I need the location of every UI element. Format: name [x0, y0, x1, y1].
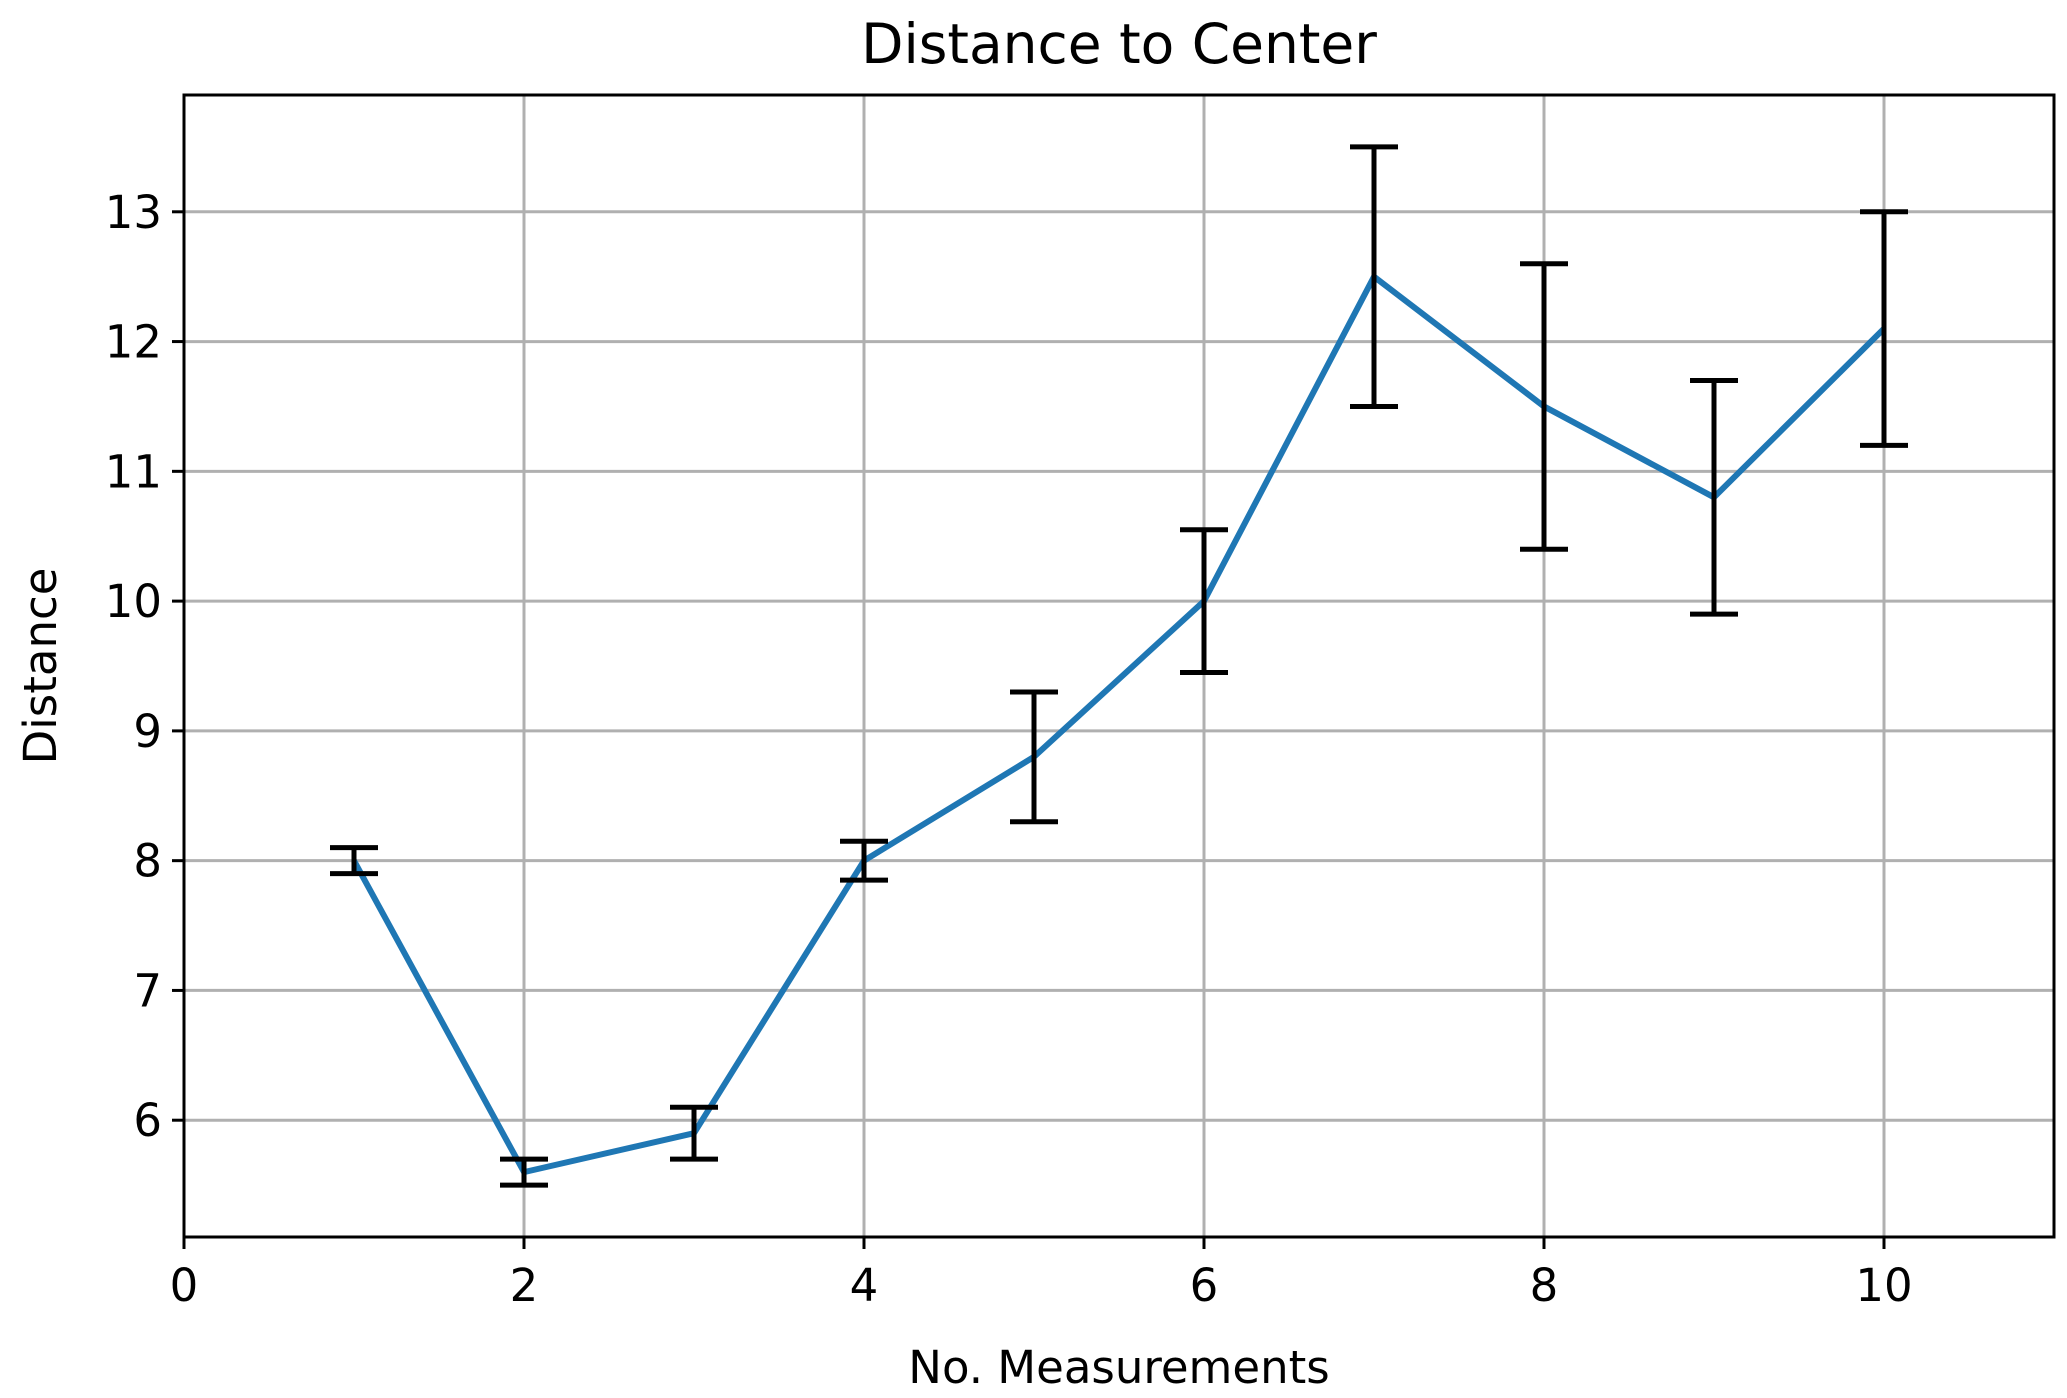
y-tick-label: 6 — [133, 1094, 162, 1147]
y-tick-label: 11 — [105, 445, 162, 498]
y-axis-ticks: 6 7 8 9 10 11 12 13 — [105, 186, 184, 1147]
x-tick-label: 8 — [1530, 1259, 1559, 1312]
x-tick-label: 2 — [510, 1259, 539, 1312]
y-axis-label: Distance — [14, 568, 67, 765]
chart-title: Distance to Center — [861, 12, 1377, 76]
grid-lines — [182, 95, 2054, 1237]
error-bars — [330, 144, 1908, 1188]
y-tick-label: 10 — [105, 575, 162, 628]
series-line — [351, 273, 1887, 1176]
x-tick-label: 10 — [1855, 1259, 1912, 1312]
x-tick-label: 6 — [1190, 1259, 1219, 1312]
y-tick-label: 9 — [133, 705, 162, 758]
x-tick-label: 4 — [850, 1259, 879, 1312]
y-tick-label: 13 — [105, 186, 162, 239]
y-tick-label: 12 — [105, 316, 162, 369]
y-tick-label: 8 — [133, 835, 162, 888]
y-tick-label: 7 — [133, 964, 162, 1017]
plot-frame — [182, 93, 2056, 1239]
data-series — [351, 273, 1887, 1176]
x-axis-ticks: 0 2 4 6 8 10 — [170, 1237, 1913, 1312]
x-tick-label: 0 — [170, 1259, 199, 1312]
x-axis-label: No. Measurements — [908, 1341, 1329, 1394]
